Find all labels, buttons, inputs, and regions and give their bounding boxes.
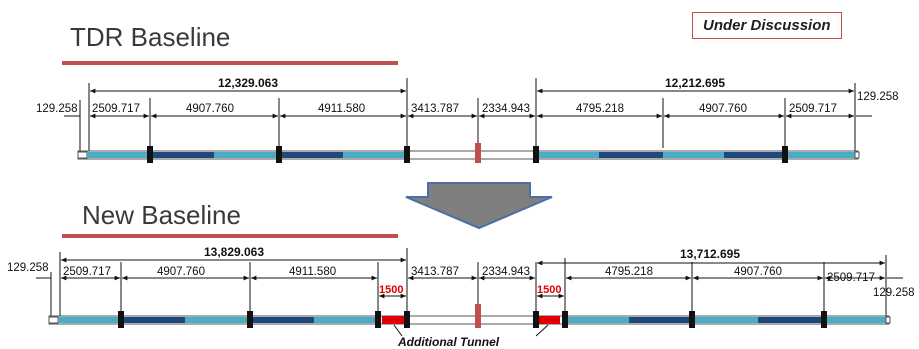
new-vertical-lines [50, 248, 887, 322]
new-segment-label: 3413.787 [411, 266, 459, 278]
additional-tunnel-callout [393, 324, 549, 337]
new-segment-label: 4911.580 [289, 266, 336, 278]
new-end-right-label: 129.258 [873, 287, 915, 299]
tdr-segment-label: 4907.760 [699, 103, 747, 115]
new-beamline [48, 304, 891, 328]
new-diagram: 13,829.063 13,712.695 129.258 2509.717 4… [7, 245, 915, 349]
new-baseline-title: New Baseline [82, 200, 241, 230]
tdr-segment-label: 2334.943 [482, 103, 530, 115]
down-arrow-icon [405, 182, 553, 230]
new-end-left-label: 129.258 [7, 262, 49, 274]
additional-tunnel-label: Additional Tunnel [397, 335, 500, 349]
tdr-segment-label: 2509.717 [789, 103, 837, 115]
tdr-segment-label: 4911.580 [318, 103, 365, 115]
tdr-beamline [77, 143, 860, 163]
tdr-title-rule [62, 61, 398, 65]
tdr-vertical-lines [79, 78, 856, 153]
new-tunnel-left-length: 1500 [379, 284, 403, 296]
new-segment-label: 2509.717 [63, 266, 111, 278]
new-total-left: 13,829.063 [204, 245, 264, 259]
tdr-total-right: 12,212.695 [665, 76, 725, 90]
new-segment-label: 2334.943 [482, 266, 530, 278]
new-total-right: 13,712.695 [680, 247, 740, 261]
tdr-segment-label: 2509.717 [92, 103, 140, 115]
new-segment-label: 4907.760 [157, 266, 205, 278]
new-segment-label: 4795.218 [605, 266, 653, 278]
tdr-segment-label: 3413.787 [411, 103, 459, 115]
new-segment-label: 2509.717 [827, 272, 875, 284]
under-discussion-badge: Under Discussion [692, 12, 842, 39]
tdr-total-left: 12,329.063 [218, 76, 278, 90]
tdr-segment-label: 4795.218 [576, 103, 624, 115]
tdr-end-right-label: 129.258 [857, 91, 899, 103]
tdr-segment-label: 4907.760 [186, 103, 234, 115]
new-segment-dims [36, 275, 903, 299]
new-segment-label: 4907.760 [734, 266, 782, 278]
tdr-diagram: 12,329.063 12,212.695 129.258 2509.717 4… [36, 76, 899, 163]
tdr-end-left-label: 129.258 [36, 103, 78, 115]
new-tunnel-right-length: 1500 [537, 284, 561, 296]
new-title-rule [62, 234, 398, 238]
tdr-baseline-title: TDR Baseline [70, 22, 231, 52]
